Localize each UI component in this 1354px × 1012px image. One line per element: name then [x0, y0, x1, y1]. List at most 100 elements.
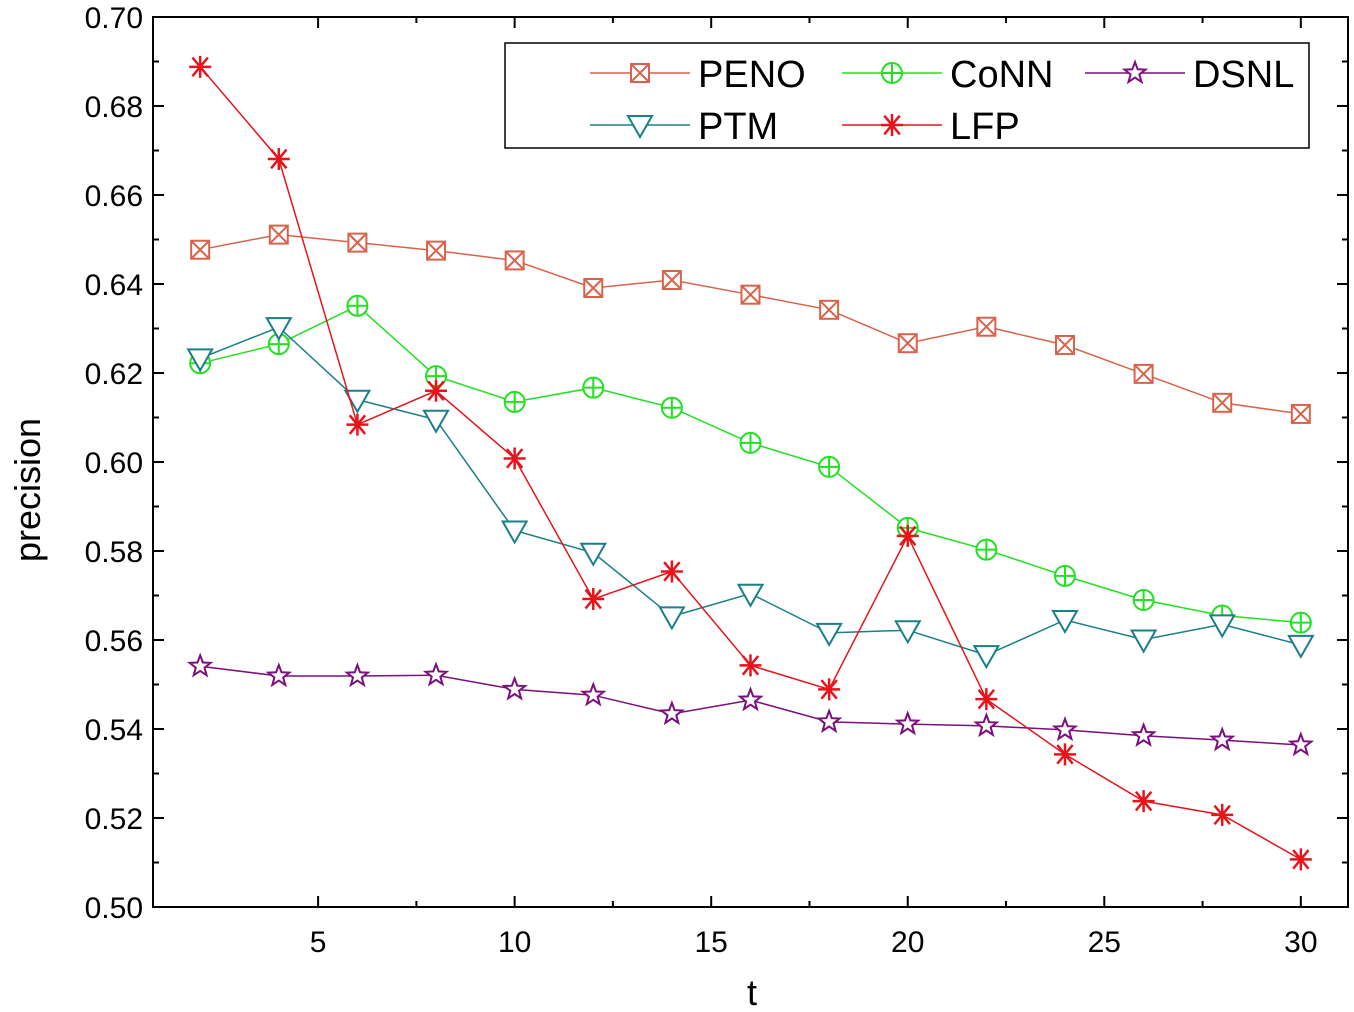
x-tick-label: 15 — [695, 926, 728, 959]
data-point-ptm — [422, 409, 450, 434]
marker-star — [501, 675, 528, 701]
marker-star — [658, 700, 685, 726]
marker-plus — [583, 377, 604, 398]
data-point-conn — [425, 365, 448, 388]
marker-star — [1130, 721, 1157, 747]
data-point-dsnl — [737, 686, 764, 712]
marker-cross — [583, 278, 603, 298]
marker-triangle — [894, 620, 922, 645]
data-point-ptm — [1287, 634, 1315, 659]
data-point-ptm — [1129, 629, 1158, 654]
y-tick-label: 0.64 — [85, 269, 143, 302]
marker-triangle — [626, 115, 654, 140]
data-point-lfp — [1289, 848, 1312, 871]
marker-asterisk — [1132, 790, 1155, 813]
y-tick-label: 0.62 — [85, 358, 143, 391]
marker-triangle — [422, 409, 450, 434]
marker-plus — [504, 391, 525, 412]
marker-plus — [1054, 565, 1075, 586]
data-point-dsnl — [186, 652, 214, 678]
marker-triangle — [658, 606, 686, 631]
data-point-peno — [268, 224, 289, 245]
legend-label: PENO — [698, 54, 806, 96]
marker-star — [894, 710, 921, 736]
series-line-conn — [200, 304, 1301, 624]
data-point-conn — [975, 538, 998, 561]
data-point-peno — [819, 299, 840, 320]
legend-marker — [881, 114, 903, 136]
marker-star — [265, 662, 293, 688]
marker-cross — [898, 333, 918, 353]
data-point-peno — [426, 240, 447, 261]
data-point-ptm — [1051, 609, 1079, 634]
data-point-dsnl — [894, 710, 921, 736]
x-tick-label: 25 — [1088, 926, 1121, 959]
marker-asterisk — [582, 588, 605, 611]
marker-star — [344, 662, 371, 688]
legend-marker — [881, 62, 903, 84]
marker-triangle — [736, 583, 765, 608]
x-tick-label: 30 — [1284, 926, 1317, 959]
marker-cross — [426, 240, 446, 261]
marker-cross — [630, 63, 650, 83]
data-point-conn — [1289, 611, 1312, 634]
data-point-ptm — [265, 317, 293, 342]
marker-cross — [504, 250, 525, 271]
data-point-peno — [583, 278, 604, 299]
y-tick-label: 0.52 — [85, 803, 143, 836]
data-point-dsnl — [973, 712, 1000, 738]
marker-asterisk — [267, 147, 290, 170]
marker-triangle — [579, 542, 607, 567]
marker-star — [1208, 726, 1236, 752]
data-point-peno — [661, 269, 682, 290]
x-tick-label: 5 — [310, 926, 327, 959]
data-point-peno — [504, 250, 525, 271]
data-point-lfp — [975, 688, 998, 711]
marker-triangle — [1129, 629, 1158, 654]
marker-star — [186, 652, 214, 678]
data-point-peno — [347, 232, 368, 253]
marker-star — [422, 661, 450, 687]
data-point-conn — [503, 390, 526, 413]
marker-asterisk — [660, 560, 683, 583]
series-ptm — [186, 317, 1315, 670]
y-tick-label: 0.70 — [85, 2, 143, 35]
data-point-peno — [1133, 363, 1154, 384]
y-tick-label: 0.58 — [85, 536, 143, 569]
marker-cross — [976, 317, 997, 337]
data-point-dsnl — [580, 681, 607, 707]
plot-frame — [152, 16, 1349, 908]
legend-item-dsnl: DSNL — [1085, 54, 1294, 96]
data-point-dsnl — [815, 708, 843, 734]
marker-star — [973, 712, 1000, 738]
legend-marker — [630, 63, 650, 83]
marker-plus — [1290, 612, 1311, 633]
marker-cross — [819, 300, 839, 320]
marker-asterisk — [881, 114, 903, 136]
data-point-ptm — [186, 348, 214, 373]
legend-label: LFP — [950, 106, 1020, 148]
data-point-lfp — [189, 55, 212, 78]
data-point-dsnl — [422, 661, 450, 687]
data-point-conn — [1132, 588, 1155, 611]
data-point-dsnl — [344, 662, 371, 688]
legend-marker — [626, 115, 654, 140]
data-point-conn — [739, 431, 762, 454]
marker-asterisk — [346, 413, 369, 436]
data-point-peno — [897, 333, 918, 354]
marker-asterisk — [189, 55, 212, 78]
legend-box — [504, 42, 1310, 149]
data-point-dsnl — [658, 700, 685, 726]
y-tick-label: 0.68 — [85, 91, 143, 124]
marker-triangle — [500, 520, 529, 545]
x-axis-title: t — [747, 972, 757, 1012]
data-point-ptm — [579, 542, 607, 567]
data-point-conn — [1053, 564, 1076, 587]
series-line-lfp — [199, 66, 1302, 861]
legend-item-peno: PENO — [590, 54, 806, 96]
marker-cross — [269, 224, 289, 245]
marker-asterisk — [739, 654, 762, 677]
marker-asterisk — [425, 379, 448, 402]
legend-label: CoNN — [950, 54, 1053, 96]
